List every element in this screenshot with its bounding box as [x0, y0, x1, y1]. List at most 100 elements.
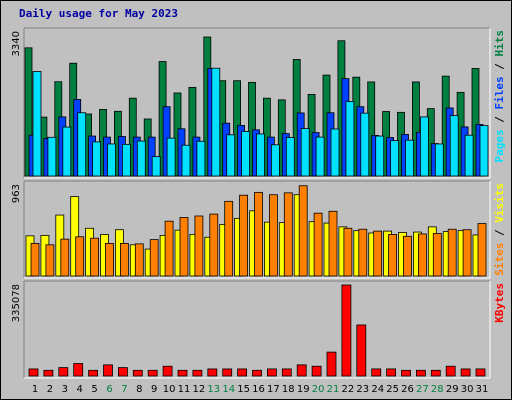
sites-bar [328, 210, 338, 277]
legend-visits-sites-panel: Sites / Visits [493, 183, 506, 276]
sites-bar [179, 217, 189, 277]
pages-bar [241, 131, 251, 177]
x-tick-label: 6 [106, 384, 112, 395]
sites-bar [313, 212, 323, 277]
sites-bar [358, 228, 368, 277]
pages-bar [300, 128, 310, 177]
x-tick-label: 13 [207, 384, 220, 395]
pages-bar [107, 143, 116, 177]
sites-bar [60, 238, 70, 277]
sites-bar [45, 244, 55, 277]
kbytes-bar [162, 365, 173, 377]
pages-bar [92, 141, 101, 177]
kbytes-bar [401, 369, 411, 377]
kbytes-bar [222, 368, 233, 377]
pages-bar [479, 125, 489, 177]
pages-bar [136, 140, 146, 177]
legend-sites: Sites [493, 243, 506, 276]
legend-sep1: / [493, 110, 506, 130]
x-tick-label: 3 [62, 384, 68, 395]
x-tick-label: 26 [401, 384, 414, 395]
x-tick-label: 8 [136, 384, 142, 395]
pages-bar [360, 112, 370, 177]
legend-visits: Visits [493, 183, 506, 223]
x-tick-label: 29 [446, 384, 459, 395]
x-tick-label: 18 [282, 384, 295, 395]
sites-bar [194, 215, 204, 277]
sites-bar [298, 185, 308, 277]
pages-bar [226, 134, 236, 177]
x-tick-label: 20 [312, 384, 325, 395]
sites-bar [149, 239, 159, 277]
x-tick-label: 5 [91, 384, 97, 395]
pages-bar [419, 116, 429, 177]
x-tick-label: 1 [32, 384, 38, 395]
kbytes-bar [341, 284, 352, 377]
sites-bar [477, 223, 487, 277]
kbytes-bar [475, 368, 486, 377]
x-tick-label: 7 [121, 384, 127, 395]
x-tick-label: 12 [193, 384, 206, 395]
sites-bar [388, 234, 398, 277]
kbytes-bar [177, 369, 188, 377]
kbytes-bar [281, 368, 292, 377]
legend-hits: Hits [493, 30, 506, 57]
sites-bar [254, 191, 263, 277]
sites-bar [224, 200, 234, 277]
legend-sep2: / [493, 57, 506, 77]
pages-bar [390, 140, 400, 177]
pages-bar [181, 144, 191, 177]
hits-bar [471, 68, 480, 177]
sites-bar [343, 227, 353, 277]
kbytes-bar [192, 369, 203, 377]
pages-bar [211, 67, 221, 177]
pages-bar [196, 140, 206, 177]
x-tick-label: 14 [222, 384, 235, 395]
kbytes-bar [386, 368, 397, 377]
x-tick-label: 15 [237, 384, 250, 395]
pages-bar [270, 144, 280, 177]
kbytes-bar [296, 364, 307, 377]
x-tick-label: 28 [431, 384, 444, 395]
kbytes-bar [147, 369, 158, 377]
x-tick-label: 10 [163, 384, 176, 395]
x-tick-label: 9 [151, 384, 157, 395]
pages-bar [77, 112, 87, 177]
kbytes-bar [356, 324, 367, 377]
x-tick-label: 24 [371, 384, 384, 395]
legend-files: Files [493, 76, 506, 109]
x-tick-label: 22 [342, 384, 355, 395]
x-tick-label: 11 [178, 384, 191, 395]
sites-bar [120, 242, 129, 277]
legend-kbytes: KBytes [493, 283, 506, 323]
chart-title: Daily usage for May 2023 [19, 7, 178, 20]
sites-bar [373, 230, 383, 277]
kbytes-bar [252, 369, 262, 377]
pages-bar [345, 101, 355, 177]
kbytes-bar [118, 367, 128, 377]
pages-bar [256, 133, 265, 177]
x-tick-label: 16 [252, 384, 265, 395]
legend-kbytes-panel: KBytes [493, 283, 506, 323]
sites-bar [209, 213, 219, 277]
kbytes-bar [445, 365, 456, 377]
kbytes-bar [430, 369, 441, 377]
hits-bar [411, 81, 420, 177]
sites-bar [134, 243, 144, 277]
kbytes-bar [28, 368, 39, 377]
pages-bar [315, 136, 325, 177]
pages-bar [375, 135, 385, 177]
x-tick-label: 23 [356, 384, 369, 395]
kbytes-bar [371, 368, 382, 377]
kbytes-bar [415, 369, 426, 377]
legend-pages: Pages [493, 129, 506, 162]
kbytes-bar [58, 367, 69, 377]
hits-bar [24, 47, 33, 177]
kbytes-bar [311, 365, 322, 377]
kbytes-bar [132, 369, 143, 377]
sites-bar [432, 233, 442, 277]
pages-bar [151, 156, 161, 177]
hits-bar [248, 81, 256, 177]
sites-bar [90, 237, 99, 277]
